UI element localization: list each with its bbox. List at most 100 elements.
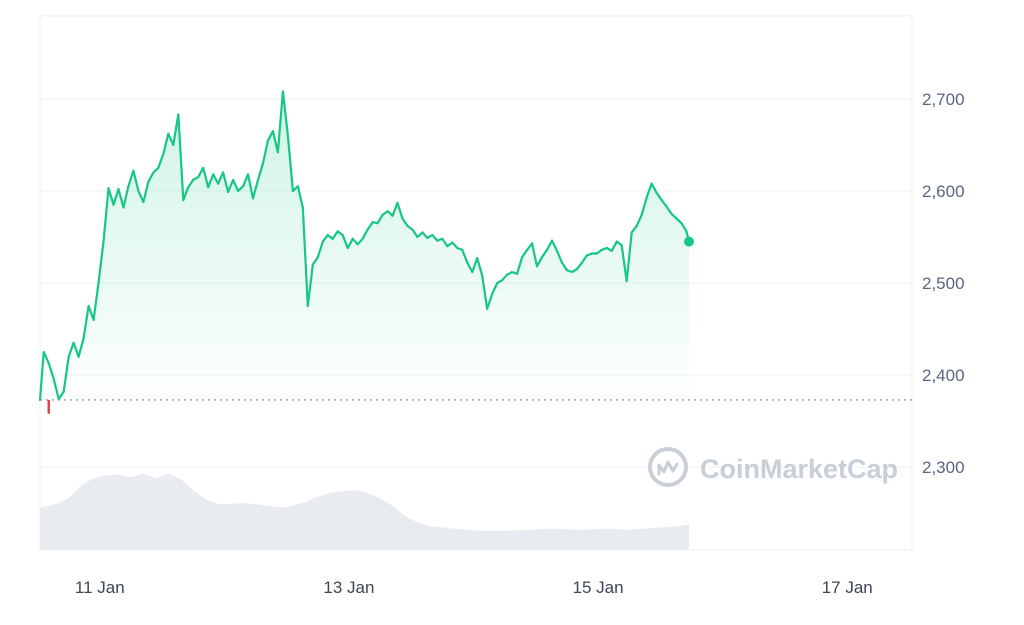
price-line-segment: [321, 234, 329, 243]
x-tick-label: 15 Jan: [573, 578, 624, 597]
price-line-segment: [575, 261, 584, 271]
price-line-segment: [366, 221, 374, 231]
price-line-segment: [486, 292, 494, 310]
price-line-segment: [441, 237, 449, 248]
price-line-segment: [237, 185, 245, 192]
price-line-segment: [361, 228, 369, 240]
price-line-segment: [167, 132, 175, 146]
price-line-segment: [540, 248, 549, 259]
price-line-segment: [341, 234, 349, 250]
price-line-segment: [157, 153, 165, 169]
y-tick-label: 2,600: [922, 182, 965, 201]
price-line-segment: [222, 171, 230, 193]
price-line-segment: [396, 201, 404, 220]
price-line-segment: [520, 248, 529, 259]
price-line-segment: [515, 256, 524, 275]
price-line-segment: [212, 173, 220, 185]
price-line-segment: [197, 166, 205, 179]
price-line-segment: [555, 249, 564, 264]
price-line-segment: [630, 224, 638, 234]
price-line-segment: [251, 178, 260, 200]
price-line-segment: [82, 304, 90, 340]
price-line-segment: [87, 304, 95, 321]
price-line-segment: [545, 239, 554, 251]
price-line-segment: [232, 178, 240, 192]
price-line-segment: [162, 132, 170, 156]
price-line-segment: [261, 139, 270, 165]
area-layer: [40, 91, 689, 400]
y-tick-label: 2,400: [922, 366, 965, 385]
price-line-segment: [122, 185, 130, 209]
price-line-segment: [665, 205, 673, 215]
price-line-segment: [57, 390, 65, 401]
price-line-segment: [67, 341, 75, 358]
volume-area: [40, 473, 689, 550]
price-line-segment: [351, 237, 359, 246]
price-line-segment: [650, 182, 658, 194]
price-line-segment: [645, 182, 653, 199]
price-line-segment: [550, 239, 559, 252]
price-line-segment: [306, 263, 314, 308]
y-tick-label: 2,500: [922, 274, 965, 293]
price-line-segment: [560, 261, 569, 272]
x-tick-label: 13 Jan: [323, 578, 374, 597]
price-line-segment: [38, 351, 45, 401]
price-line-segment: [331, 230, 339, 240]
x-tick-label: 11 Jan: [75, 578, 125, 597]
price-line-segment: [182, 186, 190, 202]
price-line-segment: [137, 189, 145, 204]
price-line-segment: [177, 113, 185, 202]
price-line-segment: [655, 191, 663, 202]
coinmarketcap-watermark: CoinMarketCap: [648, 447, 898, 487]
price-line-segment: [62, 355, 70, 393]
price-line-segment: [187, 178, 195, 189]
price-line-segment: [202, 166, 210, 189]
price-line-segment: [416, 231, 424, 239]
price-line-segment: [296, 185, 304, 209]
price-line-segment: [610, 240, 618, 252]
price-line-segment: [147, 171, 155, 183]
watermark-text: CoinMarketCap: [700, 454, 898, 484]
price-line-segment: [286, 134, 294, 192]
price-line-segment: [102, 187, 110, 243]
price-line-segment: [256, 162, 265, 181]
price-line-segment: [276, 90, 284, 154]
price-line-segment: [391, 201, 399, 217]
price-line-segment: [530, 242, 539, 268]
price-line-segment: [301, 206, 309, 308]
price-line-segment: [47, 362, 55, 380]
price-line-segment: [271, 130, 279, 154]
price-line-segment: [142, 180, 150, 204]
coinmarketcap-logo-icon: [648, 447, 688, 487]
price-line-segment: [620, 244, 628, 283]
price-line-segment: [217, 171, 225, 185]
price-line-segment: [127, 169, 135, 188]
x-axis: 11 Jan 13 Jan 15 Jan 17 Jan: [75, 578, 873, 597]
price-line-segment: [476, 257, 484, 277]
price-line-segment: [246, 173, 255, 200]
price-line-segment: [670, 212, 678, 220]
price-line-segment: [152, 166, 160, 174]
price-line-segment: [471, 257, 479, 274]
price-line-segment: [491, 281, 499, 296]
price-line-segment: [92, 281, 100, 321]
price-line-segment: [411, 228, 419, 239]
price-line-segment: [72, 341, 80, 358]
price-line-segment: [501, 273, 509, 282]
price-line-segment: [172, 113, 180, 146]
price-line-segment: [640, 196, 648, 216]
price-line-segment: [466, 261, 474, 274]
price-line-segment: [401, 217, 409, 227]
price-line-segment: [112, 188, 120, 206]
price-line-segment: [356, 237, 364, 246]
price-line-segment: [580, 254, 589, 264]
y-tick-label: 2,300: [922, 458, 965, 477]
price-line-segment: [461, 248, 469, 264]
y-axis: 2,700 2,600 2,500 2,400 2,300: [922, 90, 965, 477]
y-tick-label: 2,700: [922, 90, 965, 109]
price-line-segment: [316, 240, 324, 259]
volume-layer: [40, 473, 689, 550]
price-line-segment: [311, 256, 319, 266]
price-line-segment: [346, 237, 354, 250]
